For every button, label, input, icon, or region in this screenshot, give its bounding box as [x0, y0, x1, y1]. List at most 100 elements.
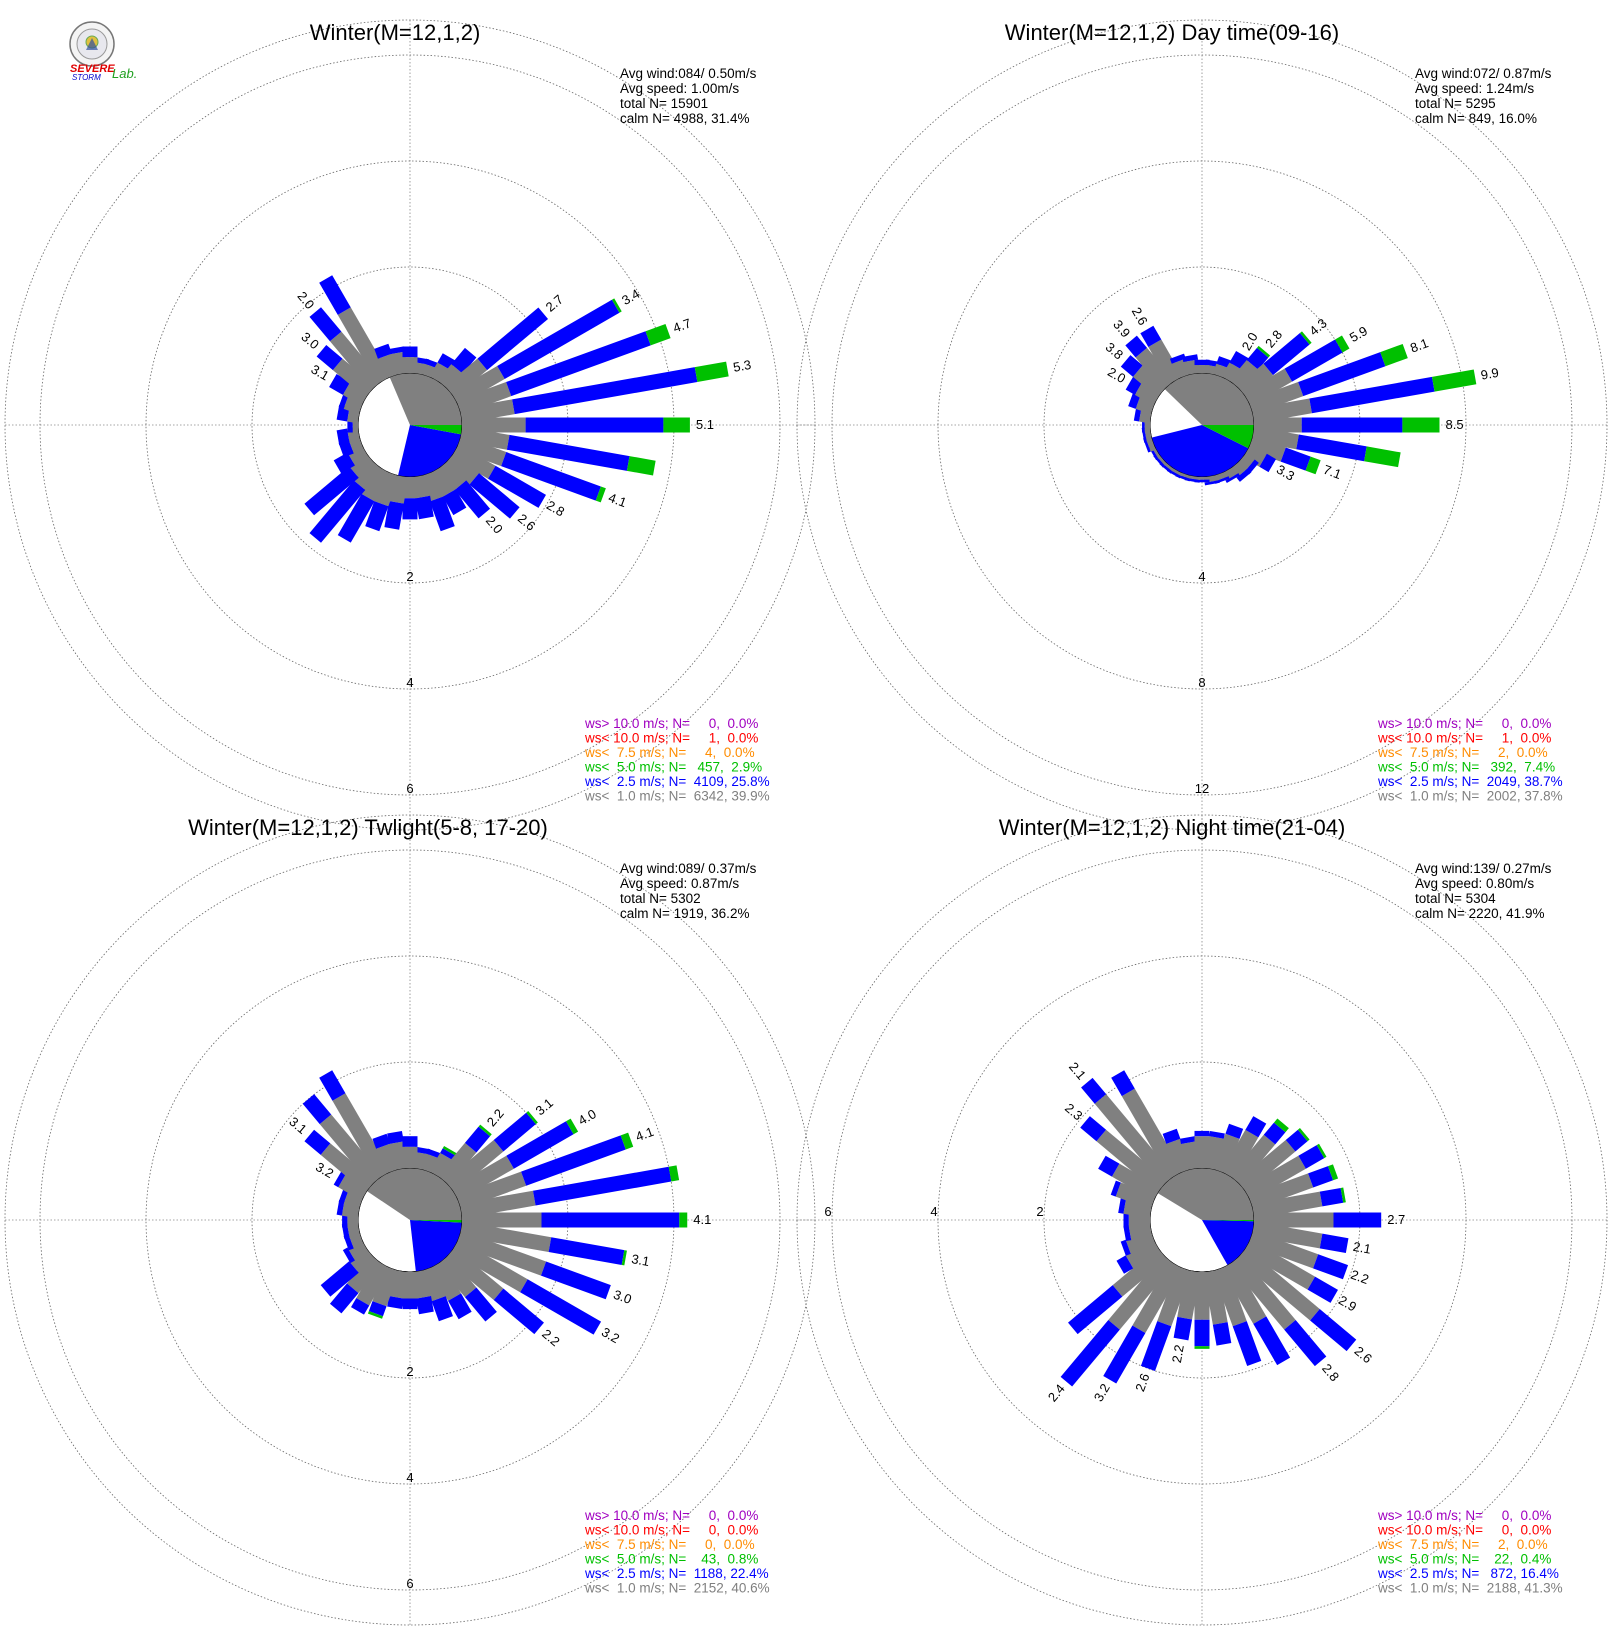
- bar-200-green: [367, 1311, 383, 1319]
- bar-label-320: 3.9: [1110, 317, 1133, 340]
- bar-label-90: 4.1: [693, 1212, 711, 1227]
- stat-line-2: Avg speed: 0.87m/s: [620, 876, 739, 891]
- bar-label-220: 2.4: [1045, 1381, 1068, 1404]
- ring-label-4: 4: [930, 1204, 937, 1219]
- calm-wedge-green: [1202, 1220, 1254, 1222]
- legend-entry-blue: ws< 2.5 m/s; N= 872, 16.4%: [1377, 1566, 1559, 1581]
- bar-310-gray: [320, 1143, 375, 1193]
- bar-140-blue: [454, 480, 491, 519]
- bar-230-gray: [1112, 1247, 1167, 1297]
- bar-160-blue: [1232, 1321, 1262, 1367]
- bar-90-green: [679, 1212, 688, 1228]
- bar-100-blue: [506, 434, 630, 471]
- bar-180-blue: [402, 498, 418, 520]
- bar-130-gray: [445, 452, 480, 485]
- bar-210-gray: [361, 466, 391, 502]
- ring-label-4: 4: [406, 675, 413, 690]
- legend-entry-gray: ws< 1.0 m/s; N= 2152, 40.6%: [584, 1581, 770, 1596]
- bar-210-gray: [1132, 1261, 1183, 1334]
- bar-label-190: 2.2: [1169, 1344, 1187, 1364]
- bar-190-blue: [384, 501, 404, 530]
- ring-label-2: 2: [406, 1364, 413, 1379]
- legend-entry-red: ws< 10.0 m/s; N= 1, 0.0%: [584, 731, 758, 746]
- bar-110-gray: [456, 435, 507, 467]
- bar-300-gray: [1134, 381, 1161, 406]
- ring-outer: [796, 19, 1608, 831]
- bar-110-gray: [1248, 435, 1286, 462]
- bar-70-blue: [506, 331, 651, 397]
- bar-label-130: 2.6: [515, 511, 538, 534]
- bar-360-blue: [1194, 1130, 1210, 1137]
- legend-entry-gray: ws< 1.0 m/s; N= 2002, 37.8%: [1377, 789, 1563, 804]
- bar-330-gray: [332, 1093, 391, 1179]
- bar-80-green: [1340, 1187, 1346, 1203]
- bar-40-gray: [1229, 1134, 1276, 1185]
- bar-60-blue: [506, 1121, 574, 1169]
- bar-250-blue: [1120, 1239, 1131, 1256]
- bar-60-gray: [1243, 368, 1293, 406]
- bar-100-blue: [1319, 1233, 1349, 1253]
- bar-290-blue: [1110, 1180, 1121, 1197]
- bar-110-blue: [540, 1261, 611, 1300]
- bar-label-120: 2.9: [1336, 1292, 1359, 1314]
- bar-240-gray: [1125, 1239, 1161, 1269]
- bar-100-blue: [548, 1237, 625, 1265]
- bar-200-gray: [374, 471, 400, 507]
- bar-90-blue: [525, 417, 664, 433]
- bar-label-110: 3.0: [612, 1287, 634, 1307]
- bar-140-blue: [1236, 468, 1252, 482]
- ring-6: [39, 54, 781, 796]
- bar-320-gray: [1135, 347, 1175, 390]
- bar-50-gray: [1237, 1139, 1296, 1193]
- bar-310-blue: [316, 344, 343, 371]
- bar-120-gray: [1243, 1239, 1316, 1290]
- bar-160-blue: [429, 496, 455, 532]
- bar-70-green: [1380, 343, 1408, 367]
- bar-340-blue: [372, 1133, 391, 1149]
- bar-330-blue: [1140, 325, 1162, 347]
- bar-70-green: [1327, 1164, 1339, 1181]
- stat-line-4: calm N= 849, 16.0%: [1415, 111, 1537, 126]
- bar-20-blue: [426, 1148, 443, 1159]
- bar-280-blue: [1118, 1198, 1126, 1214]
- bar-230-blue: [1068, 1285, 1123, 1335]
- bar-label-70: 4.7: [671, 315, 693, 335]
- bar-360-gray: [402, 357, 418, 373]
- bar-100-green: [621, 1250, 627, 1266]
- bar-80-gray: [459, 1190, 536, 1219]
- bar-170-blue: [1204, 480, 1220, 486]
- legend-entry-green: ws< 5.0 m/s; N= 22, 0.4%: [1377, 1552, 1551, 1567]
- bar-40-blue: [1246, 347, 1269, 370]
- bar-label-140: 2.8: [1319, 1361, 1342, 1384]
- bar-80-gray: [1251, 398, 1312, 424]
- bar-label-330: 2.6: [1129, 305, 1151, 328]
- bar-220-blue: [309, 480, 366, 543]
- bar-50-gray: [1237, 363, 1274, 398]
- bar-label-90: 2.7: [1387, 1212, 1405, 1227]
- calm-wedge-green: [410, 425, 463, 435]
- bar-230-gray: [349, 452, 375, 478]
- bar-70-blue: [1308, 1166, 1334, 1188]
- bar-label-120: 2.8: [544, 497, 567, 519]
- windrose-panel-4: 2 4 6 2.7 2.1 2.2 2.9 2.6 2.8 2.2 2.6 3.2 2.4 2.3 2.1 W…: [796, 814, 1608, 1626]
- bar-330-blue: [319, 275, 351, 315]
- bar-150-gray: [429, 1261, 462, 1301]
- bar-140-gray: [1229, 1255, 1296, 1330]
- bar-label-310: 3.8: [1103, 339, 1126, 362]
- bar-130-gray: [1237, 1247, 1320, 1321]
- bar-50-blue: [1285, 1129, 1308, 1152]
- bar-110-gray: [1248, 1230, 1319, 1269]
- bar-150-gray: [429, 466, 456, 497]
- ring-label-6: 6: [406, 781, 413, 796]
- bar-330-gray: [1121, 1088, 1183, 1179]
- svg-text:Lab.: Lab.: [112, 66, 137, 81]
- bar-170-gray: [1203, 1269, 1228, 1325]
- bar-50-gray: [445, 1139, 504, 1193]
- legend-entry-blue: ws< 2.5 m/s; N= 4109, 25.8%: [584, 774, 770, 789]
- bar-80-blue: [532, 1166, 672, 1206]
- bar-170-blue: [416, 1296, 434, 1315]
- bar-90-gray: [462, 417, 526, 433]
- bar-320-blue: [1081, 1077, 1107, 1104]
- calm-wedge-blue: [398, 425, 462, 478]
